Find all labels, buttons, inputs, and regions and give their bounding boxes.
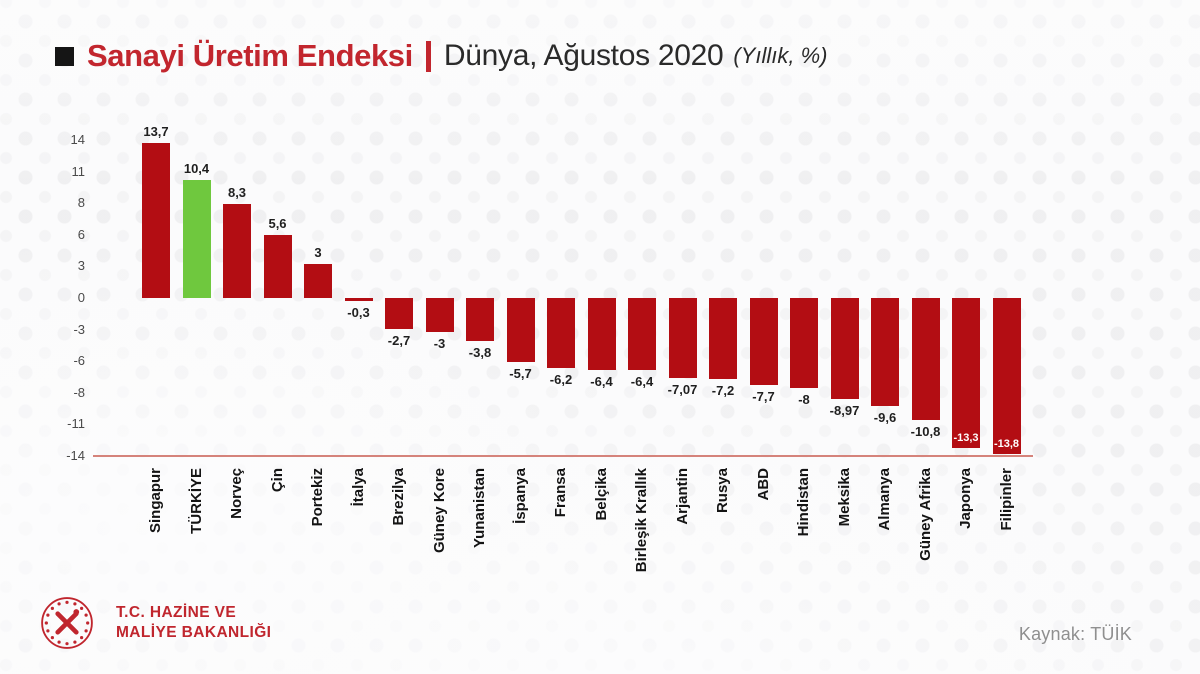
y-tick-label: 6	[77, 226, 85, 242]
x-axis-category-label: Brezilya	[390, 468, 407, 526]
ministry-name-line1: T.C. HAZİNE VE	[116, 604, 237, 621]
x-axis-category-label: Çin	[268, 468, 286, 493]
x-axis-category-label: Güney Afrika	[916, 468, 934, 561]
bar-value-label: 3	[314, 245, 322, 261]
x-axis-category-label: Yunanistan	[471, 468, 488, 549]
bar	[830, 298, 859, 400]
chart-title-main: Sanayi Üretim Endeksi	[87, 38, 413, 73]
x-axis-category-label: Hindistan	[795, 468, 812, 537]
y-tick-label: -14	[66, 448, 85, 463]
y-tick-label: -11	[67, 416, 85, 432]
bar-value-label: -13,8	[993, 437, 1020, 450]
x-axis-category-label: Filipinler	[997, 468, 1015, 531]
bar-value-label: 13,7	[143, 124, 169, 140]
bar-value-label: -5,7	[509, 366, 532, 382]
title-divider-bar	[425, 40, 431, 72]
bar-value-label: 10,4	[183, 161, 210, 177]
x-axis-category-label: Singapur	[147, 468, 164, 534]
x-axis-category-label: Fransa	[552, 468, 569, 518]
bar	[992, 298, 1021, 454]
bar-value-label: 5,6	[268, 215, 287, 231]
bar	[587, 298, 616, 371]
bar-value-label: -10,8	[910, 424, 941, 440]
bar	[182, 180, 211, 298]
chart-title-subtitle: Dünya, Ağustos 2020	[443, 39, 724, 72]
x-axis-category-label: Güney Kore	[430, 468, 448, 554]
bar	[790, 298, 818, 389]
bar	[223, 204, 251, 298]
bar-value-label: -8	[798, 392, 810, 408]
y-tick-label: 14	[70, 132, 85, 147]
bar-value-label: -6,4	[590, 374, 613, 390]
bar-value-label: -7,2	[711, 383, 735, 399]
y-tick-label: 0	[77, 290, 85, 305]
ministry-logo-icon	[41, 597, 93, 649]
x-axis-baseline	[93, 455, 1033, 457]
bar	[466, 298, 494, 341]
y-tick-label: 3	[77, 258, 85, 274]
bar	[952, 298, 980, 449]
ministry-name: T.C. HAZİNE VE MALİYE BAKANLIĞI	[116, 603, 271, 643]
y-tick-label: 8	[77, 195, 85, 211]
x-axis-category-label: Almanya	[876, 468, 893, 531]
y-tick-label: 11	[71, 163, 86, 179]
bar	[385, 298, 413, 329]
bar-value-label: -2,7	[387, 332, 411, 348]
chart-title-row: Sanayi Üretim Endeksi Dünya, Ağustos 202…	[55, 37, 828, 75]
bar-value-label: -9,6	[873, 410, 897, 426]
x-axis-category-label: Birleşik Krallık	[633, 468, 650, 573]
bar	[344, 298, 373, 302]
bar	[425, 298, 454, 332]
bar-value-label: -7,07	[667, 381, 698, 397]
bar-value-label: -6,4	[630, 374, 654, 390]
title-square-bullet-icon	[55, 46, 74, 66]
bar-value-label: -13,3	[953, 432, 979, 445]
x-axis-category-label: Norveç	[228, 468, 245, 519]
chart-title-note: (Yıllık, %)	[733, 43, 828, 68]
ministry-name-line2: MALİYE BAKANLIĞI	[116, 624, 272, 641]
bar-value-label: -3	[433, 335, 446, 351]
x-axis-category-label: Meksika	[835, 468, 853, 527]
bar	[749, 298, 778, 385]
bar	[628, 298, 656, 371]
bar	[871, 298, 899, 407]
x-axis-category-label: Rusya	[714, 468, 731, 514]
x-axis-category-label: Belçika	[592, 468, 610, 521]
bar-value-label: -8,97	[829, 403, 860, 419]
x-axis-category-label: Arjantin	[673, 468, 691, 525]
bar	[668, 298, 697, 378]
x-axis-category-label: Japonya	[957, 468, 974, 529]
x-axis-category-label: ABD	[754, 468, 772, 501]
bar-value-label: -7,7	[752, 389, 775, 404]
bar	[304, 264, 332, 298]
y-tick-label: -8	[73, 384, 85, 400]
bar-value-label: -6,2	[549, 372, 573, 388]
y-tick-label: -3	[73, 321, 85, 337]
bar	[709, 298, 737, 380]
x-axis-category-label: TÜRKİYE	[187, 468, 205, 534]
source-credit: Kaynak: TÜİK	[1018, 624, 1132, 644]
bar	[142, 143, 170, 298]
bar	[547, 298, 575, 369]
x-axis-category-label: İspanya	[511, 468, 529, 524]
bar-value-label: 8,3	[227, 185, 247, 201]
y-tick-label: -6	[73, 353, 85, 369]
bar-value-label: -0,3	[347, 305, 370, 321]
ministry-branding: T.C. HAZİNE VE MALİYE BAKANLIĞI	[40, 596, 271, 650]
x-axis-category-label: İtalya	[349, 468, 367, 507]
x-axis-category-label: Portekiz	[309, 468, 326, 527]
bar	[506, 298, 535, 363]
bar	[911, 298, 940, 421]
bar-value-label: -3,8	[468, 344, 492, 360]
bar	[263, 234, 292, 298]
